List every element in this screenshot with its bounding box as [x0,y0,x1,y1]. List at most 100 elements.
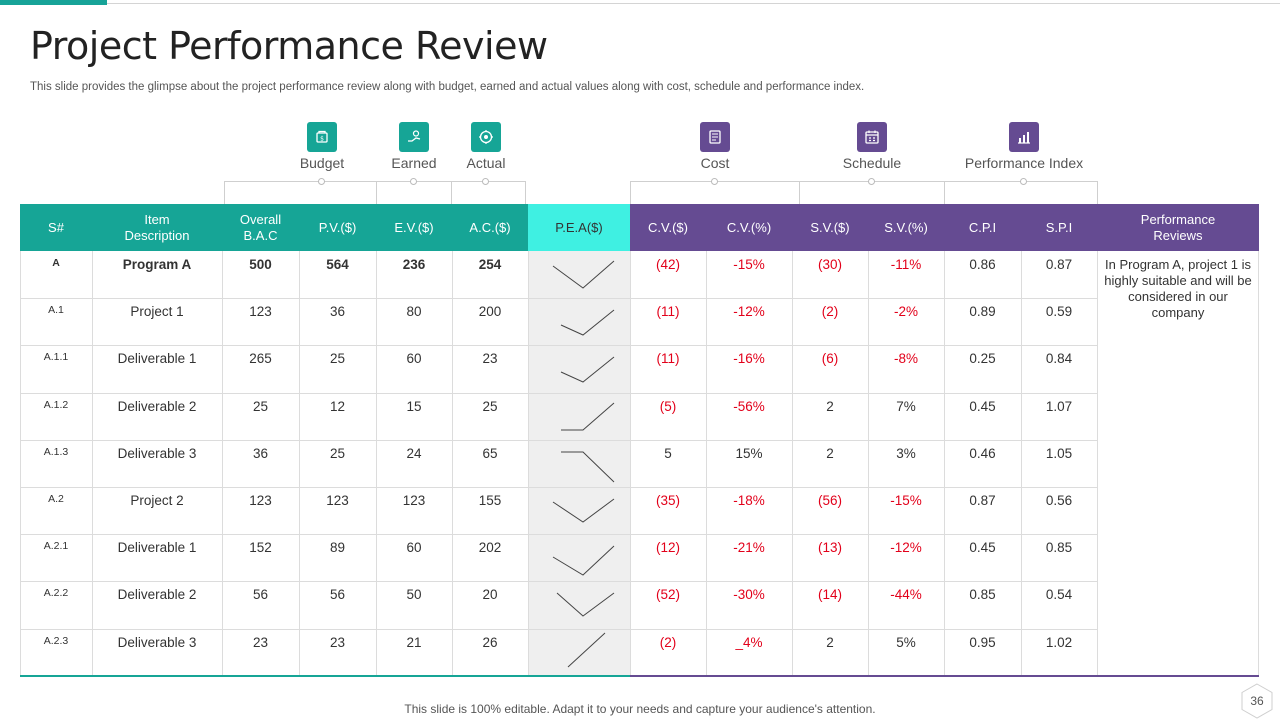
cell-spi: 1.02 [1045,634,1073,650]
cell-pv: 23 [329,634,346,650]
group-label-cost: Cost [700,155,730,171]
column-header-overall-bac: Overall B.A.C [222,204,299,251]
cell-ac: 65 [482,445,498,461]
row-divider [20,393,1097,394]
cell-item-description: Program A [122,257,192,272]
cell-spi: 0.54 [1045,587,1073,603]
cell-ev: 21 [406,634,422,650]
bracket-tick [630,181,631,204]
cell-sv: 2 [826,398,834,414]
performance-review-text: In Program A, project 1 is highly suitab… [1104,257,1252,320]
cell-overall-bac: 500 [249,257,272,272]
cell-ev: 123 [402,493,426,508]
cell-sv: (56) [817,493,842,508]
cell-spi: 1.05 [1045,445,1073,461]
cost-icon [700,122,730,152]
cell-item-description: Deliverable 2 [117,398,197,414]
table-bottom-border-teal [20,675,630,677]
cell-item-description: Project 2 [130,493,184,508]
column-header-item-description: Item Description [92,204,222,251]
footer-note: This slide is 100% editable. Adapt it to… [404,702,876,716]
cell-sv-percent: -44% [890,587,922,603]
cell-sn: A.1.3 [43,445,69,458]
slide-subtitle: This slide provides the glimpse about th… [30,81,865,93]
cell-cv-percent: -18% [733,493,765,508]
column-header-pv: P.V.($) [299,204,376,251]
column-divider [452,251,453,676]
cell-cv-percent: -21% [733,540,765,556]
group-dot [318,178,325,185]
pea-trend-mark [561,451,615,483]
column-divider [630,251,631,676]
cell-cv: (11) [656,351,680,367]
top-accent-bar [0,0,107,5]
cell-cv-percent: -16% [733,351,765,367]
column-header-sv: S.V.($) [792,204,868,251]
bracket-tick [451,181,452,204]
cell-cv: 5 [664,445,672,461]
cell-cv: (35) [655,493,680,508]
cell-overall-bac: 152 [249,540,272,556]
row-divider [20,487,1097,488]
cell-ev: 50 [406,587,422,603]
group-dot [482,178,489,185]
pea-trend-mark [552,498,615,523]
column-divider [792,251,793,676]
cell-sn: A [52,257,60,269]
column-divider [92,251,93,676]
cell-ac: 20 [482,587,498,603]
cell-spi: 1.07 [1045,398,1073,414]
cell-cv: (42) [655,257,680,272]
pea-trend-mark [560,309,615,336]
group-dot [711,178,718,185]
earned-icon [399,122,429,152]
row-divider [20,440,1097,441]
cell-pv: 564 [326,257,349,272]
cell-ev: 60 [406,540,422,556]
cell-sn: A.2 [48,493,64,505]
column-header-performance-reviews: Performance Reviews [1097,204,1259,251]
cell-cv: (11) [656,304,680,320]
column-header-cpi: C.P.I [944,204,1021,251]
cell-ev: 60 [406,351,422,367]
cell-spi: 0.87 [1045,257,1073,272]
column-header-cv-percent: C.V.(%) [706,204,792,251]
cell-cpi: 0.25 [969,351,996,367]
cell-spi: 0.84 [1045,351,1073,367]
cell-spi: 0.85 [1045,540,1073,556]
row-divider [20,629,1097,630]
cell-overall-bac: 123 [249,493,272,508]
cell-cpi: 0.85 [969,587,996,603]
purple-group-bracket [630,181,1097,182]
pea-trend-mark [560,357,615,383]
column-divider [1097,251,1098,676]
cell-sv-percent: -12% [890,540,922,556]
pea-trend-mark [552,545,615,576]
cell-pv: 56 [329,587,346,603]
cell-sv-percent: 7% [896,398,916,414]
cell-cv-percent: -56% [733,398,765,414]
cell-cv: (12) [655,540,680,556]
cell-pv: 36 [329,304,346,320]
cell-item-description: Deliverable 1 [117,540,197,556]
cell-cpi: 0.87 [969,493,996,508]
column-divider [376,251,377,676]
cell-overall-bac: 23 [252,634,269,650]
cell-cv: (2) [659,634,677,650]
cell-ac: 155 [478,493,502,508]
cell-pv: 25 [329,445,346,461]
row-divider [20,345,1097,346]
cell-cv-percent: -12% [733,304,765,320]
cell-sv-percent: -11% [890,257,922,272]
cell-item-description: Project 1 [130,304,184,320]
column-divider [528,251,529,676]
cell-cv-percent: -30% [733,587,765,603]
group-label-budget: Budget [299,155,345,171]
bracket-tick [376,181,377,204]
group-dot [410,178,417,185]
column-header-pea: P.E.A($) [528,204,630,251]
cell-overall-bac: 56 [252,587,269,603]
cell-cv-percent: 15% [735,445,763,461]
cell-item-description: Deliverable 3 [117,445,197,461]
cell-sn: A.2.1 [43,540,69,553]
